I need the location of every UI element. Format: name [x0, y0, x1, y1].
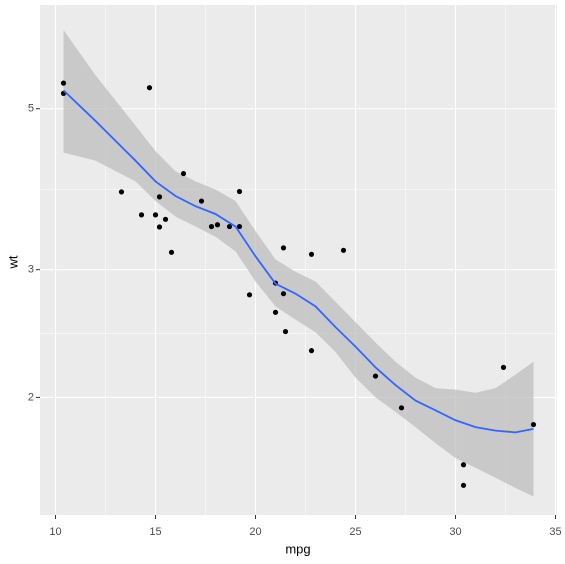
- point: [460, 482, 467, 488]
- point: [398, 405, 405, 411]
- point: [180, 170, 187, 177]
- y-axis-title: wt: [5, 255, 20, 269]
- point: [280, 291, 287, 297]
- y-tick-label: 3: [28, 264, 34, 276]
- y-tick-label: 5: [28, 103, 34, 115]
- point: [118, 189, 125, 195]
- point: [156, 224, 163, 230]
- smooth-line: [62, 89, 534, 434]
- confidence-band: [63, 29, 534, 497]
- point: [236, 188, 243, 195]
- x-tick-label: 15: [149, 526, 161, 538]
- point: [530, 421, 537, 428]
- y-tick-label: 2: [28, 391, 34, 403]
- x-tick-label: 10: [49, 526, 61, 538]
- marks: [60, 29, 537, 497]
- point: [162, 216, 169, 222]
- point: [168, 249, 175, 255]
- x-axis-title: mpg: [285, 541, 310, 556]
- x-tick-label: 25: [349, 526, 361, 538]
- x-tick-label: 30: [449, 526, 461, 538]
- point: [246, 292, 253, 298]
- point: [226, 223, 233, 230]
- point: [146, 85, 153, 91]
- point: [308, 348, 315, 354]
- point: [272, 309, 279, 315]
- x-tick-label: 35: [549, 526, 561, 538]
- point: [308, 251, 315, 257]
- point: [214, 222, 221, 228]
- point: [156, 194, 163, 200]
- point: [372, 373, 379, 379]
- point: [282, 328, 289, 335]
- point: [208, 223, 215, 230]
- point: [460, 462, 467, 468]
- x-tick-label: 20: [249, 526, 261, 538]
- point: [340, 247, 347, 253]
- point: [60, 80, 67, 86]
- point: [280, 245, 287, 251]
- point: [138, 212, 145, 218]
- point: [152, 212, 159, 218]
- point: [198, 198, 205, 204]
- point: [236, 223, 243, 230]
- point: [500, 364, 507, 370]
